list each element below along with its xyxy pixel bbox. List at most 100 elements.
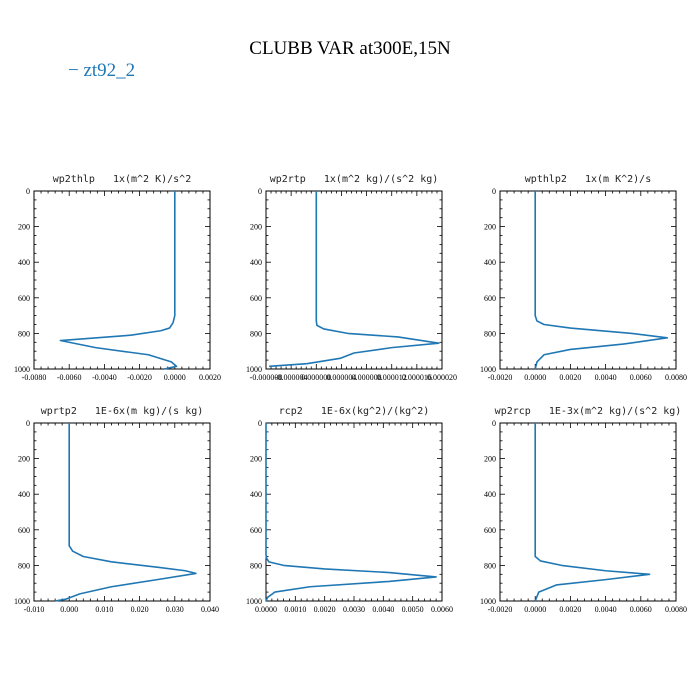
series-line (269, 191, 440, 368)
y-tick-label: 200 (18, 455, 30, 464)
x-tick-label: 0.0060 (431, 605, 453, 614)
y-tick-label: 600 (18, 526, 30, 535)
y-tick-label: 600 (18, 294, 30, 303)
plot-frame (33, 422, 211, 602)
x-tick-label: 0.0000 (164, 373, 186, 382)
y-tick-label: 800 (18, 329, 30, 338)
x-tick-label: 0.000012 (377, 373, 407, 382)
panel-4: wprtp2 1E-6x(m kg)/(s kg) -0.010 0.000 0.01… (14, 406, 219, 614)
y-tick-label: 0 (258, 187, 262, 196)
plot-frame (499, 190, 677, 370)
y-tick-label: 600 (484, 526, 496, 535)
x-tick-label: -0.000008 (250, 373, 283, 382)
series-line (59, 191, 178, 370)
y-tick-label: 1000 (480, 597, 496, 606)
legend: − zt92_2 (68, 60, 135, 81)
x-tick-label: 0.0020 (559, 373, 581, 382)
y-tick-label: 400 (250, 490, 262, 499)
y-tick-label: 400 (484, 490, 496, 499)
y-tick-label: 400 (484, 258, 496, 267)
x-tick-label: -0.010 (24, 605, 45, 614)
y-tick-label: 0 (492, 187, 496, 196)
panel-5: rcp2 1E-6x(kg^2)/(kg^2) 0.0000 0.0010 0.002… (246, 406, 453, 614)
x-tick-label: 0.0050 (402, 605, 424, 614)
panel-title: wp2rtp 1x(m^2 kg)/(s^2 kg) (270, 174, 439, 185)
x-tick-label: 0.0040 (595, 373, 617, 382)
y-tick-label: 800 (484, 561, 496, 570)
panel-title: wprtp2 1E-6x(m kg)/(s kg) (41, 406, 204, 417)
y-tick-label: 800 (484, 329, 496, 338)
plot-frame (265, 190, 443, 370)
x-tick-label: 0.000 (60, 605, 78, 614)
y-tick-label: 0 (26, 419, 30, 428)
x-tick-label: 0.0020 (199, 373, 221, 382)
x-tick-label: 0.0080 (665, 373, 687, 382)
plot-frame (33, 190, 211, 370)
x-tick-label: 0.0000 (524, 373, 546, 382)
figure-title: CLUBB VAR at300E,15N (249, 38, 451, 59)
legend-entry: − zt92_2 (68, 60, 135, 81)
x-tick-label: -0.0060 (57, 373, 82, 382)
x-tick-label: 0.0020 (559, 605, 581, 614)
x-tick-label: 0.000000 (301, 373, 331, 382)
y-tick-label: 0 (26, 187, 30, 196)
x-tick-label: 0.0060 (630, 373, 652, 382)
y-tick-label: 0 (492, 419, 496, 428)
y-tick-label: 0 (258, 419, 262, 428)
x-tick-label: 0.000016 (402, 373, 432, 382)
series-line (265, 423, 437, 602)
panel-1: wp2thlp 1x(m^2 K)/s^2 -0.0080 -0.0060 -0.00… (14, 174, 221, 382)
series-line (54, 423, 197, 602)
x-tick-label: 0.040 (201, 605, 219, 614)
x-tick-label: 0.000004 (326, 373, 356, 382)
series-line (534, 423, 651, 602)
y-tick-label: 1000 (246, 597, 262, 606)
x-tick-label: -0.0020 (127, 373, 152, 382)
y-tick-label: 200 (484, 223, 496, 232)
panel-title: wpthlp2 1x(m K^2)/s (525, 174, 651, 185)
series-line (534, 191, 669, 370)
x-tick-label: 0.0000 (524, 605, 546, 614)
y-tick-label: 600 (484, 294, 496, 303)
x-tick-label: 0.0020 (314, 605, 336, 614)
y-tick-label: 200 (250, 455, 262, 464)
y-tick-label: 200 (484, 455, 496, 464)
x-tick-label: 0.000020 (427, 373, 457, 382)
x-tick-label: 0.0010 (284, 605, 306, 614)
panel-title: rcp2 1E-6x(kg^2)/(kg^2) (279, 406, 430, 417)
panel-3: wpthlp2 1x(m K^2)/s -0.0020 0.0000 0.0020 0.… (480, 174, 687, 382)
y-tick-label: 800 (250, 329, 262, 338)
x-tick-label: 0.020 (131, 605, 149, 614)
panel-2: wp2rtp 1x(m^2 kg)/(s^2 kg) -0.000008-0.00… (246, 174, 457, 382)
x-tick-label: -0.000004 (275, 373, 308, 382)
y-tick-label: 1000 (14, 597, 30, 606)
y-tick-label: 800 (250, 561, 262, 570)
y-tick-label: 400 (250, 258, 262, 267)
x-tick-label: 0.000008 (352, 373, 382, 382)
x-tick-label: -0.0080 (22, 373, 47, 382)
x-tick-label: 0.030 (166, 605, 184, 614)
x-tick-label: 0.0040 (595, 605, 617, 614)
x-tick-label: -0.0020 (488, 605, 513, 614)
x-tick-label: -0.0020 (488, 373, 513, 382)
y-tick-label: 1000 (246, 365, 262, 374)
panel-6: wp2rcp 1E-3x(m^2 kg)/(s^2 kg) -0.0020 0.00… (480, 406, 687, 614)
y-tick-label: 200 (250, 223, 262, 232)
x-tick-label: -0.0040 (92, 373, 117, 382)
x-tick-label: 0.010 (95, 605, 113, 614)
panel-title: wp2rcp 1E-3x(m^2 kg)/(s^2 kg) (495, 406, 682, 417)
y-tick-label: 800 (18, 561, 30, 570)
panels: wp2thlp 1x(m^2 K)/s^2 -0.0080 -0.0060 -0.00… (14, 174, 687, 614)
x-tick-label: 0.0030 (343, 605, 365, 614)
y-tick-label: 200 (18, 223, 30, 232)
x-tick-label: 0.0080 (665, 605, 687, 614)
x-tick-label: 0.0000 (255, 605, 277, 614)
y-tick-label: 1000 (480, 365, 496, 374)
y-tick-label: 400 (18, 490, 30, 499)
x-tick-label: 0.0060 (630, 605, 652, 614)
y-tick-label: 400 (18, 258, 30, 267)
y-tick-label: 1000 (14, 365, 30, 374)
y-tick-label: 600 (250, 526, 262, 535)
panel-title: wp2thlp 1x(m^2 K)/s^2 (53, 174, 191, 185)
